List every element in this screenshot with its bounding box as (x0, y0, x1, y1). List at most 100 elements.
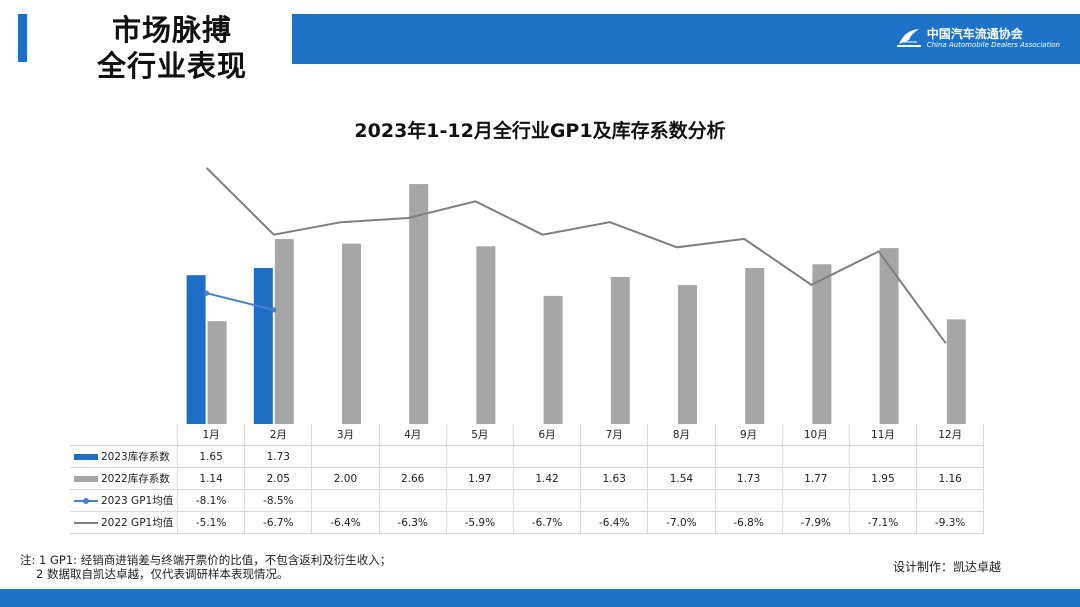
data-label-3-12 (916, 489, 985, 512)
data-label-2-10: 1.77 (781, 467, 850, 490)
bottom-band (0, 589, 1080, 607)
data-label-1-8 (647, 445, 716, 468)
data-label-1-2: 1.73 (244, 445, 313, 468)
data-label-4-6: -6.7% (512, 511, 582, 534)
bar-2023-1 (186, 275, 206, 424)
table-corner (70, 424, 178, 446)
data-label-2-9: 1.73 (714, 467, 783, 490)
bar-2022-6 (543, 295, 563, 424)
data-label-1-3 (311, 445, 380, 468)
bar-2022-3 (342, 243, 361, 424)
section-title-text: 市场脉搏 全行业表现 (96, 13, 247, 83)
line-2022-gp1 (205, 167, 947, 344)
point-2023-gp1-2 (271, 307, 277, 313)
legend-label: 2022库存系数 (101, 473, 170, 485)
data-label-4-12: -9.3% (916, 511, 985, 534)
data-label-3-9 (714, 489, 783, 512)
data-label-2-7: 1.63 (580, 467, 649, 490)
table-row: 2023 GP1均值 -8.1% -8.5% (70, 489, 985, 512)
point-2023-gp1-1 (204, 290, 210, 296)
association-logo: 中国汽车流通协会 China Automobile Dealers Associ… (895, 26, 1060, 50)
accent-bar (18, 14, 27, 62)
data-label-4-10: -7.9% (781, 511, 850, 534)
data-label-1-4 (378, 445, 447, 468)
legend-label: 2023 GP1均值 (101, 495, 174, 507)
data-label-4-7: -6.4% (580, 511, 649, 534)
data-label-1-12 (916, 445, 985, 468)
table-row: 2022库存系数 1.14 2.05 2.00 2.66 1.97 1.42 1.63 1.54… (70, 467, 985, 490)
bar-2022-8 (678, 285, 697, 424)
legend-key-icon (74, 454, 98, 460)
legend-entry-4: 2022 GP1均值 (70, 511, 178, 534)
category-label-3: 3月 (311, 424, 380, 446)
data-label-1-1: 1.65 (176, 445, 246, 468)
data-label-4-2: -6.7% (244, 511, 313, 534)
legend-label: 2022 GP1均值 (101, 517, 174, 529)
data-label-2-8: 1.54 (647, 467, 716, 490)
category-label-9: 9月 (714, 424, 783, 446)
data-label-3-1: -8.1% (176, 489, 246, 512)
legend-key-icon (74, 522, 98, 524)
data-label-4-11: -7.1% (848, 511, 918, 534)
bar-2022-1 (207, 321, 227, 424)
data-label-2-12: 1.16 (916, 467, 985, 490)
data-label-2-11: 1.95 (848, 467, 918, 490)
category-label-2: 2月 (244, 424, 313, 446)
category-label-12: 12月 (916, 424, 985, 446)
data-label-1-5 (445, 445, 514, 468)
data-label-3-5 (445, 489, 514, 512)
data-label-3-6 (512, 489, 582, 512)
category-label-7: 7月 (580, 424, 649, 446)
table-row: 2023库存系数 1.65 1.73 (70, 445, 985, 468)
bar-2022-9 (745, 268, 765, 424)
data-label-3-7 (580, 489, 649, 512)
category-label-6: 6月 (512, 424, 582, 446)
logo-en-text: China Automobile Dealers Association (926, 40, 1060, 49)
chart-title: 2023年1-12月全行业GP1及库存系数分析 (354, 120, 726, 142)
bar-2022-4 (409, 184, 429, 424)
data-label-3-10 (781, 489, 850, 512)
data-table: 1月 2月 3月 4月 5月 6月 7月 8月 9月 10月 11月 12月 2023库存系数 1.65 1… (70, 424, 985, 534)
chart-plot-area (186, 167, 966, 424)
data-label-2-5: 1.97 (445, 467, 514, 490)
legend-label: 2023库存系数 (101, 451, 170, 463)
data-label-1-9 (714, 445, 783, 468)
header-band: 中国汽车流通协会 China Automobile Dealers Associ… (292, 14, 1080, 64)
data-label-1-7 (580, 445, 649, 468)
legend-entry-3: 2023 GP1均值 (70, 489, 178, 512)
table-row: 2022 GP1均值 -5.1% -6.7% -6.4% -6.3% -5.9% -6.7%… (70, 511, 985, 534)
data-label-1-6 (512, 445, 582, 468)
bar-2022-11 (879, 248, 899, 424)
data-label-1-11 (848, 445, 918, 468)
category-label-5: 5月 (445, 424, 514, 446)
bar-2022-2 (274, 239, 294, 424)
bar-2022-5 (476, 246, 496, 424)
footnote: 注: 1 GP1: 经销商进销差与终端开票价的比值，不包含返利及衍生收入； 2 … (20, 553, 391, 581)
legend-key-icon (74, 498, 98, 504)
data-label-3-11 (848, 489, 918, 512)
data-label-3-2: -8.5% (244, 489, 313, 512)
category-label-4: 4月 (378, 424, 447, 446)
footnote-line-1: 注: 1 GP1: 经销商进销差与终端开票价的比值，不包含返利及衍生收入； (20, 553, 392, 567)
legend-entry-1: 2023库存系数 (70, 445, 178, 468)
section-title: 市场脉搏 全行业表现 (72, 12, 272, 84)
bar-2022-12 (946, 319, 966, 424)
data-label-2-1: 1.14 (176, 467, 246, 490)
data-label-2-3: 2.00 (311, 467, 380, 490)
category-label-8: 8月 (647, 424, 716, 446)
logo-cn-text: 中国汽车流通协会 (926, 26, 1023, 41)
logo-emblem-icon (896, 29, 921, 47)
legend-key-icon (74, 476, 98, 482)
data-label-2-2: 2.05 (244, 467, 313, 490)
data-label-3-3 (311, 489, 380, 512)
bar-2023-2 (253, 268, 273, 424)
data-label-3-8 (647, 489, 716, 512)
data-label-4-9: -6.8% (714, 511, 783, 534)
footnote-line-2: 2 数据取自凯达卓越，仅代表调研样本表现情况。 (36, 567, 289, 581)
data-label-3-4 (378, 489, 447, 512)
legend-entry-2: 2022库存系数 (70, 467, 178, 490)
data-label-4-5: -5.9% (445, 511, 514, 534)
data-label-1-10 (781, 445, 850, 468)
data-label-4-3: -6.4% (311, 511, 380, 534)
data-label-4-8: -7.0% (647, 511, 716, 534)
